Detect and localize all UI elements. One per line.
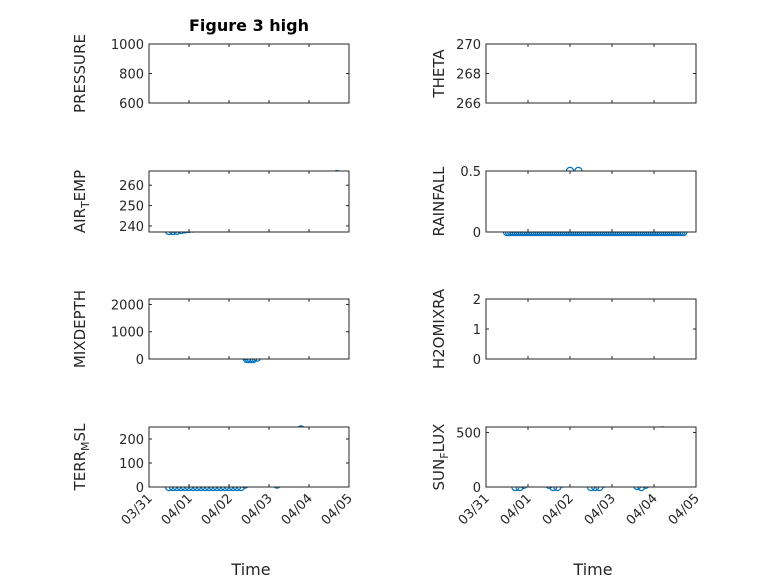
y-tick-label: 800 — [119, 68, 144, 83]
axes-box — [485, 170, 697, 233]
x-tick-label: 04/05 — [666, 491, 703, 528]
x-tick-label: 04/04 — [279, 491, 316, 528]
y-tick-label: 1000 — [111, 38, 144, 53]
y-tick-label: 260 — [119, 179, 144, 194]
y-tick-label: 240 — [119, 220, 144, 235]
y-tick-label: 266 — [456, 97, 481, 112]
y-tick-label: 100 — [119, 457, 144, 472]
subplot-2: 266 268 270 THETA — [430, 38, 697, 112]
y-tick-label: 268 — [456, 68, 481, 83]
x-tick-label: 04/02 — [540, 491, 577, 528]
y-tick-label: 1 — [473, 323, 481, 338]
x-tick-label: 03/31 — [119, 491, 156, 528]
y-tick-label: 0 — [473, 353, 481, 368]
axes-box — [148, 43, 350, 104]
y-tick-label: 0 — [473, 481, 481, 496]
y-tick-label: 0 — [136, 353, 144, 368]
y-tick-label: 200 — [119, 433, 144, 448]
y-tick-label: 270 — [456, 38, 481, 53]
y-tick-label: 2000 — [111, 298, 144, 313]
axes-box — [148, 426, 350, 488]
y-axis-label: PRESSURE — [71, 34, 89, 113]
y-axis-label: THETA — [430, 49, 448, 99]
y-axis-label: RAINFALL — [430, 166, 448, 237]
x-tick-label: 04/02 — [199, 491, 236, 528]
x-tick-label: 04/04 — [624, 491, 661, 528]
y-axis-label: AIRTEMP — [71, 170, 92, 233]
y-axis-label: SUNFLUX — [430, 424, 451, 491]
subplot-5: 0 1000 2000 MIXDEPTH — [71, 290, 350, 368]
y-tick-label: 600 — [119, 97, 144, 112]
y-tick-label: 0 — [136, 481, 144, 496]
axes-box — [148, 298, 350, 360]
y-tick-label: 500 — [456, 426, 481, 441]
subplot-7: 0 100 200 TERRMSL 03/31 04/01 04/02 04/03 04/04 0… — [71, 423, 356, 579]
subplot-6: 0 1 2 H2OMIXRA — [430, 288, 697, 369]
subplot-1: 600 800 1000 PRESSURE Figure 3 high — [71, 16, 350, 113]
y-tick-label: 1000 — [111, 326, 144, 341]
x-tick-label: 04/01 — [159, 491, 196, 528]
y-axis-label: TERRMSL — [71, 423, 92, 492]
x-tick-label: 04/01 — [498, 491, 535, 528]
x-tick-label: 04/03 — [582, 491, 619, 528]
x-tick-label: 04/05 — [319, 491, 356, 528]
y-axis-label: H2OMIXRA — [430, 288, 448, 369]
y-tick-label: 0 — [473, 226, 481, 241]
subplot-3: 240 250 260 AIRTEMP — [71, 170, 350, 236]
axes-box — [485, 43, 697, 104]
y-tick-label: 0.5 — [460, 165, 481, 180]
axes-box — [485, 426, 697, 488]
axes-box — [485, 298, 697, 360]
y-tick-label: 250 — [119, 200, 144, 215]
chart-title: Figure 3 high — [189, 16, 309, 35]
x-axis-label: Time — [572, 560, 612, 579]
y-axis-label: MIXDEPTH — [71, 290, 89, 368]
subplot-4: 0 0.5 RAINFALL — [430, 165, 697, 241]
x-axis-label: Time — [230, 560, 270, 579]
x-tick-label: 03/31 — [456, 491, 493, 528]
axes-box — [148, 170, 350, 233]
y-tick-label: 2 — [473, 293, 481, 308]
x-tick-label: 04/03 — [239, 491, 276, 528]
